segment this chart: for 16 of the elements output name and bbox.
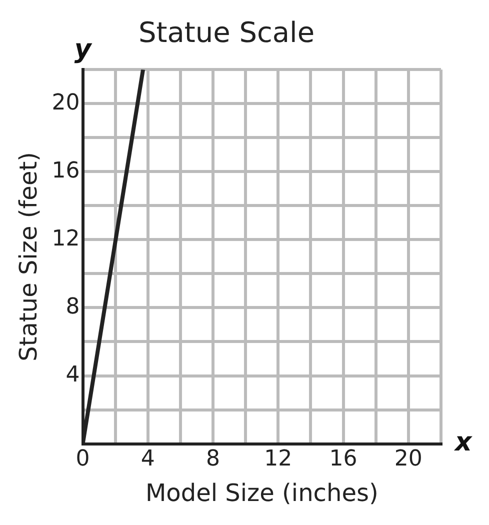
x-tick-label: 12 — [264, 446, 292, 472]
text: y — [74, 34, 92, 64]
y-tick-label: 16 — [52, 158, 80, 184]
x-tick-label: 0 — [76, 446, 90, 472]
x-tick-label: 8 — [206, 446, 220, 472]
x-tick-label: 20 — [394, 446, 422, 472]
y-tick-label: 4 — [66, 362, 80, 388]
chart-title: Statue Scale — [138, 16, 315, 50]
text: x — [453, 428, 473, 458]
x-axis-title: Model Size (inches) — [145, 478, 378, 507]
x-tick-label: 4 — [140, 446, 155, 472]
x-tick-label: 16 — [329, 446, 358, 472]
y-axis-title: Statue Size (feet) — [14, 152, 43, 362]
y-tick-label: 8 — [66, 294, 80, 320]
y-tick-label: 20 — [52, 90, 80, 116]
y-tick-label: 12 — [52, 226, 80, 252]
